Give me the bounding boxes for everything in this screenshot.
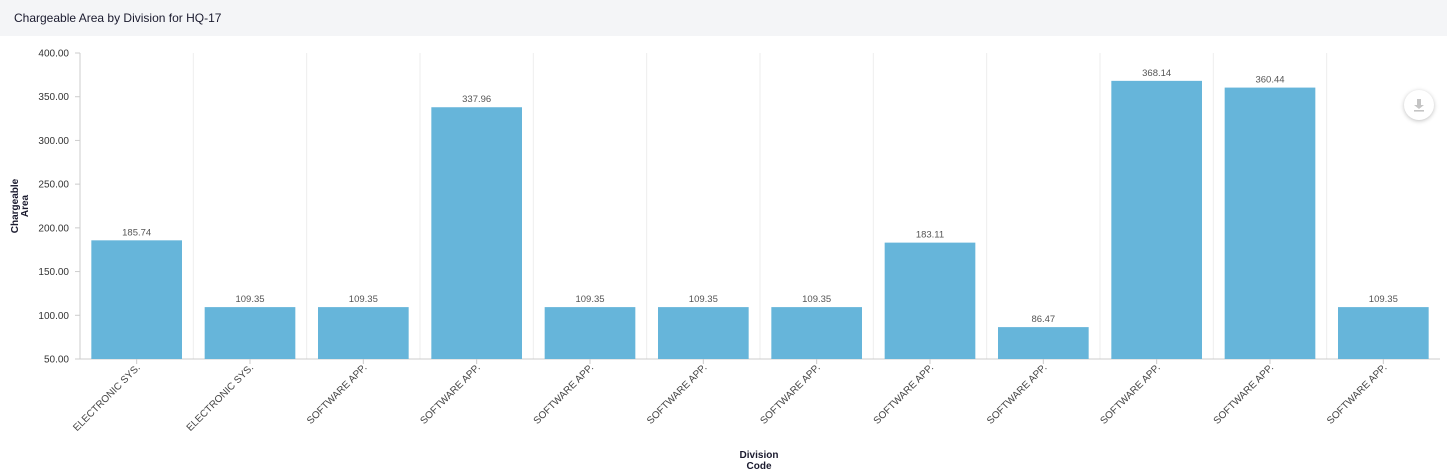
bar-chart: 50.00 100.00 150.00 200.00 250.00 300.00 350.0… [10,49,1440,472]
x-tick-label-10: SOFTWARE APP. [1098,362,1162,426]
data-label-1: 185.74 [122,227,151,238]
x-tick-label-8: SOFTWARE APP. [872,362,936,426]
data-label-7: 109.35 [802,294,831,305]
bar-4 [431,107,522,359]
x-tick-label-9: SOFTWARE APP. [985,362,1049,426]
data-label-10: 368.14 [1142,68,1171,79]
x-tick-label-2: ELECTRONIC SYS. [185,362,256,433]
x-tick-label-1: ELECTRONIC SYS. [71,362,142,433]
x-axis-title: Division Code [740,450,779,472]
x-tick-label-4: SOFTWARE APP. [418,362,482,426]
download-button[interactable] [1404,90,1434,120]
bar-1 [91,240,182,359]
bar-2 [204,307,296,359]
y-tick-label: 150.00 [38,267,69,278]
x-tick-label-7: SOFTWARE APP. [758,362,822,426]
bar-11 [1224,87,1316,360]
y-tick-label: 100.00 [38,311,69,322]
y-tick-label: 250.00 [38,180,69,191]
data-label-4: 337.96 [462,94,491,105]
y-tick-label: 300.00 [38,136,69,147]
data-label-5: 109.35 [575,294,604,305]
data-label-12: 109.35 [1369,294,1398,305]
data-label-2: 109.35 [235,294,264,305]
bar-12 [1338,307,1429,359]
chart-header: Chargeable Area by Division for HQ-17 [0,0,1447,36]
bar-7 [771,307,862,359]
y-tick-label: 350.00 [38,92,69,103]
x-tick-label-5: SOFTWARE APP. [532,362,596,426]
bar-9 [998,327,1089,359]
chart-title: Chargeable Area by Division for HQ-17 [14,11,222,25]
x-tick-label-6: SOFTWARE APP. [645,362,709,426]
bar-6 [658,307,749,359]
data-label-11: 360.44 [1255,75,1284,86]
y-tick-label: 200.00 [38,223,69,234]
x-tick-label-3: SOFTWARE APP. [305,362,369,426]
data-label-9: 86.47 [1031,314,1055,325]
y-tick-label: 400.00 [38,49,69,60]
bar-3 [318,307,409,359]
download-icon [1414,99,1424,112]
data-label-6: 109.35 [689,294,718,305]
data-label-8: 183.11 [916,230,944,241]
data-label-3: 109.35 [349,294,378,305]
x-tick-label-11: SOFTWARE APP. [1212,362,1276,426]
y-tick-label: 50.00 [44,355,69,366]
y-axis-title: ChargeableArea [10,178,31,233]
x-tick-label-12: SOFTWARE APP. [1325,362,1389,426]
bar-5 [544,307,636,359]
bar-10 [1111,80,1202,360]
bar-8 [884,242,976,359]
